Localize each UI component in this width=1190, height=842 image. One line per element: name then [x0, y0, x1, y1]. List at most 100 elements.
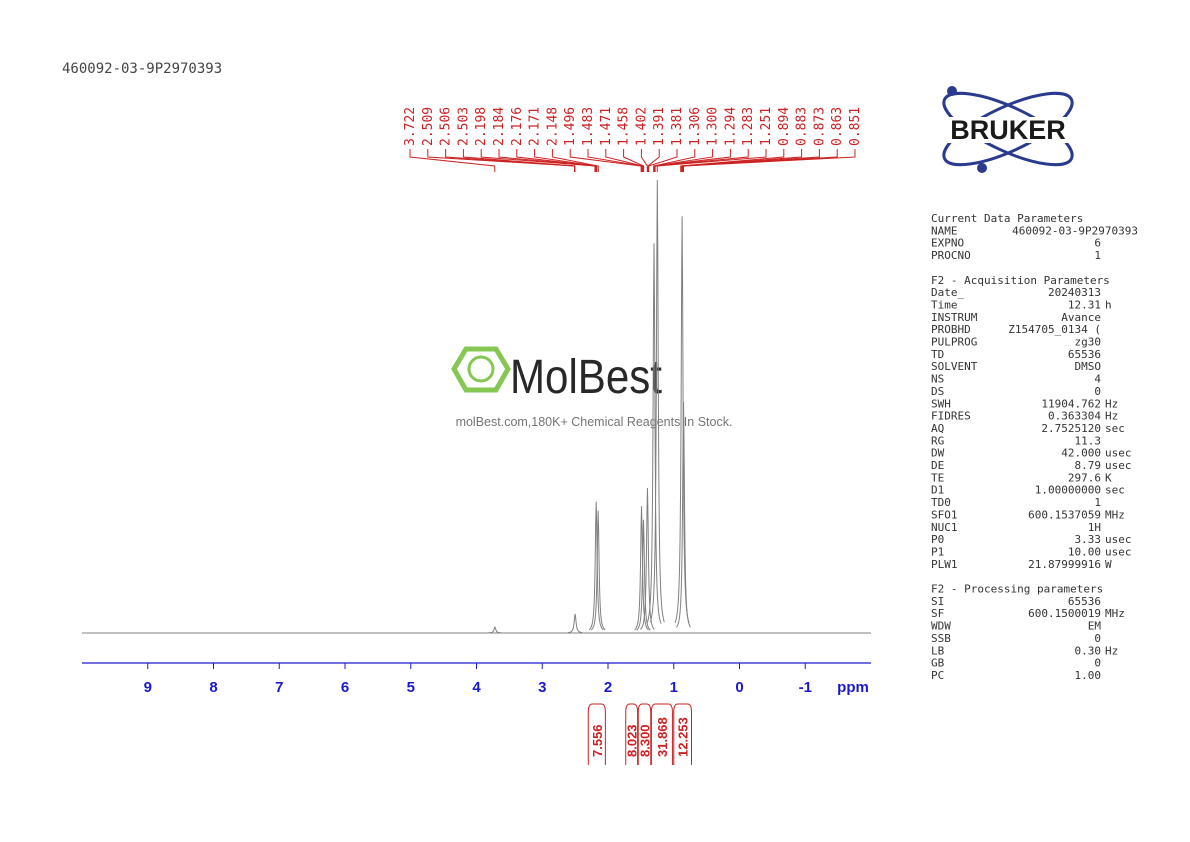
param-name: FIDRES [931, 410, 971, 423]
watermark: MolBest molBest.com,180K+ Chemical Reage… [451, 346, 733, 429]
param-name: Date_ [931, 286, 964, 299]
param-name: PLW1 [931, 558, 958, 571]
param-unit: usec [1105, 459, 1132, 472]
peak-label: 1.294 [723, 107, 738, 146]
peak-pick-line [587, 149, 643, 172]
param-name: P1 [931, 545, 944, 558]
param-name: SF [931, 607, 944, 620]
param-value: 297.6 [1068, 471, 1101, 484]
peak [676, 401, 691, 628]
chart-title: 460092-03-9P2970393 [62, 61, 222, 77]
param-value: 0.363304 [1048, 410, 1101, 423]
peak-label: 1.391 [652, 107, 667, 146]
x-tick-label: 8 [209, 679, 217, 696]
logo-dot [947, 86, 957, 96]
param-name: PROBHD [931, 323, 971, 336]
peak [634, 506, 649, 631]
param-unit: usec [1105, 533, 1132, 546]
x-tick-label: 4 [472, 679, 481, 696]
x-tick-label: 6 [341, 679, 349, 696]
peak-label: 0.883 [795, 107, 810, 146]
peak-label: 1.251 [759, 107, 774, 146]
x-tick-label: 3 [538, 679, 546, 696]
peak-pick-line [640, 149, 648, 172]
param-name: INSTRUM [931, 311, 978, 324]
param-value: 4 [1094, 373, 1101, 386]
param-value: 0.30 [1075, 644, 1102, 657]
param-name: NUC1 [931, 521, 958, 534]
peak-label: 0.851 [848, 107, 863, 146]
peak-label: 0.873 [812, 107, 827, 146]
watermark-tagline: molBest.com,180K+ Chemical Reagents In S… [456, 415, 733, 429]
integral-label: 8.023 [625, 724, 640, 757]
param-name: SI [931, 595, 944, 608]
x-tick-label: 9 [144, 679, 152, 696]
param-value: DMSO [1075, 360, 1102, 373]
x-tick-label: 5 [407, 679, 415, 696]
peak-label: 3.722 [403, 107, 418, 146]
peak [649, 179, 665, 623]
param-value: 11904.762 [1041, 397, 1101, 410]
integral-bracket [625, 703, 639, 765]
param-value: 460092-03-9P2970393 [1012, 224, 1138, 237]
param-value: 11.3 [1075, 434, 1102, 447]
peak-label: 1.483 [581, 107, 596, 146]
param-unit: h [1105, 298, 1112, 311]
peak-label: 1.458 [617, 107, 632, 146]
param-name: DS [931, 385, 944, 398]
param-unit: K [1105, 471, 1112, 484]
param-unit: sec [1105, 484, 1125, 497]
param-value: 21.87999916 [1028, 558, 1101, 571]
param-value: 8.79 [1075, 459, 1102, 472]
peak-pick-line [653, 149, 731, 172]
logo-dot [977, 163, 987, 173]
param-name: SFO1 [931, 508, 958, 521]
logo-orbit [942, 91, 1074, 167]
param-unit: usec [1105, 545, 1132, 558]
peak-label: 1.283 [741, 107, 756, 146]
peak-pick-line [680, 149, 785, 172]
param-value: 1 [1094, 249, 1101, 262]
param-unit: Hz [1105, 410, 1118, 423]
integral-bracket [673, 703, 693, 765]
x-tick-label: 7 [275, 679, 283, 696]
peak-pick-line [680, 149, 803, 172]
peak-label: 1.300 [706, 107, 721, 146]
param-name: RG [931, 434, 944, 447]
peak-pick-line [534, 149, 598, 172]
x-tick-label: 0 [735, 679, 743, 696]
param-value: 1 [1094, 496, 1101, 509]
param-unit: usec [1105, 447, 1132, 460]
param-value: 2.7525120 [1041, 422, 1101, 435]
peak-label: 2.503 [456, 107, 471, 146]
param-name: WDW [931, 620, 951, 633]
param-name: SOLVENT [931, 360, 978, 373]
param-name: PROCNO [931, 249, 971, 262]
peak-label: 2.148 [545, 107, 560, 146]
param-value: 1.00000000 [1035, 484, 1101, 497]
peak-label: 1.306 [688, 107, 703, 146]
peak-label: 0.894 [777, 107, 792, 146]
peak-label: 2.509 [421, 107, 436, 146]
peak [568, 613, 583, 634]
peak-pick-line [498, 149, 597, 172]
peak-label: 1.402 [634, 107, 649, 146]
x-tick-label: -1 [799, 679, 812, 696]
param-section-title: F2 - Acquisition Parameters [931, 274, 1110, 287]
integral-bracket [650, 703, 673, 765]
param-name: NAME [931, 224, 958, 237]
x-tick-label: 1 [670, 679, 678, 696]
param-value: 0 [1094, 657, 1101, 670]
integral-bracket [637, 703, 652, 765]
param-name: Time [931, 298, 958, 311]
param-name: PC [931, 669, 944, 682]
param-name: EXPNO [931, 237, 964, 250]
param-name: D1 [931, 484, 944, 497]
param-unit: MHz [1105, 607, 1125, 620]
param-value: 0 [1094, 632, 1101, 645]
integral-label: 31.868 [655, 717, 670, 757]
param-name: NS [931, 373, 944, 386]
x-tick-label: 2 [604, 679, 612, 696]
integral-label: 8.300 [637, 724, 652, 757]
